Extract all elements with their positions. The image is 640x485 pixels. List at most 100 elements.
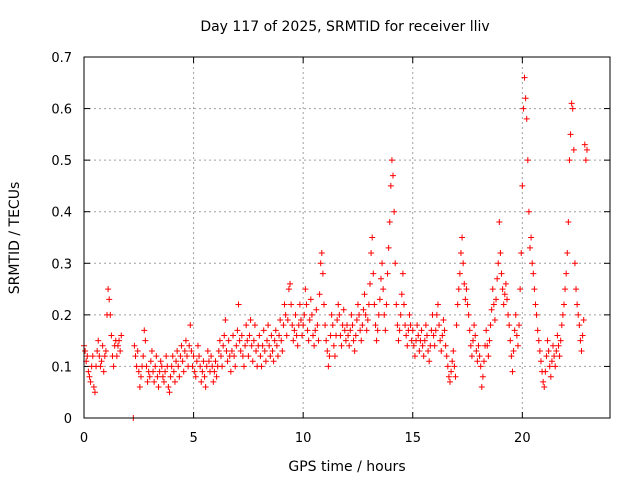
data-point xyxy=(362,311,369,318)
data-point xyxy=(325,363,332,370)
data-point xyxy=(390,172,397,179)
data-point xyxy=(445,373,452,380)
data-point xyxy=(382,327,389,334)
data-point xyxy=(212,358,219,365)
data-point xyxy=(187,322,194,329)
y-tick-label: 0.1 xyxy=(51,360,72,375)
data-point xyxy=(250,337,257,344)
data-point xyxy=(404,342,411,349)
data-point xyxy=(316,291,323,298)
data-point xyxy=(399,270,406,277)
data-point xyxy=(501,291,508,298)
data-point xyxy=(350,337,357,344)
data-point xyxy=(372,322,379,329)
data-point xyxy=(322,322,329,329)
data-point xyxy=(272,327,279,334)
data-point xyxy=(555,342,562,349)
data-point xyxy=(507,337,514,344)
data-point xyxy=(338,342,345,349)
data-point xyxy=(219,363,226,370)
data-point xyxy=(302,286,309,293)
data-point xyxy=(162,368,169,375)
data-point xyxy=(505,311,512,318)
data-point xyxy=(330,342,337,349)
data-point xyxy=(146,373,153,380)
data-point xyxy=(537,358,544,365)
plot-frame xyxy=(83,56,611,419)
data-point xyxy=(259,342,266,349)
data-point xyxy=(422,322,429,329)
data-point xyxy=(518,249,525,256)
data-point xyxy=(536,347,543,354)
data-point xyxy=(514,342,521,349)
data-point xyxy=(201,373,208,380)
data-point xyxy=(497,249,504,256)
data-point xyxy=(208,353,215,360)
data-point xyxy=(329,322,336,329)
data-point xyxy=(102,347,109,354)
data-point xyxy=(106,296,113,303)
data-point xyxy=(361,291,368,298)
data-point xyxy=(565,219,572,226)
data-point xyxy=(419,342,426,349)
data-point xyxy=(313,306,320,313)
data-point xyxy=(203,363,210,370)
data-point xyxy=(395,337,402,344)
data-point xyxy=(231,353,238,360)
data-point xyxy=(410,342,417,349)
data-point xyxy=(266,342,273,349)
data-point xyxy=(393,301,400,308)
data-point xyxy=(237,347,244,354)
data-point xyxy=(499,286,506,293)
data-point xyxy=(443,353,450,360)
data-point xyxy=(246,332,253,339)
data-point xyxy=(472,332,479,339)
data-point xyxy=(304,327,311,334)
data-point xyxy=(442,342,449,349)
data-point xyxy=(131,342,138,349)
data-point xyxy=(240,363,247,370)
data-point xyxy=(387,182,394,189)
data-point xyxy=(148,347,155,354)
x-tick-label: 10 xyxy=(295,431,312,446)
y-axis-label: SRMTID / TECUs xyxy=(7,182,23,295)
data-point xyxy=(142,337,149,344)
data-point xyxy=(524,157,531,164)
data-point xyxy=(264,337,271,344)
data-point xyxy=(392,260,399,267)
data-point xyxy=(248,342,255,349)
data-point xyxy=(176,373,183,380)
data-point xyxy=(114,342,121,349)
data-point xyxy=(502,280,509,287)
data-point xyxy=(369,234,376,241)
data-point xyxy=(110,363,117,370)
data-point xyxy=(530,270,537,277)
data-point xyxy=(234,327,241,334)
data-point xyxy=(511,327,518,334)
data-point xyxy=(267,353,274,360)
data-point xyxy=(215,347,222,354)
data-point xyxy=(307,296,314,303)
data-point xyxy=(158,363,165,370)
data-point xyxy=(377,275,384,282)
data-point xyxy=(289,322,296,329)
data-point xyxy=(155,384,162,391)
data-point xyxy=(437,337,444,344)
data-point xyxy=(326,353,333,360)
data-point xyxy=(282,311,289,318)
data-point xyxy=(82,347,89,354)
data-point xyxy=(242,342,249,349)
data-point xyxy=(217,353,224,360)
data-point xyxy=(582,157,589,164)
data-point xyxy=(101,353,108,360)
data-point xyxy=(379,260,386,267)
x-tick-label: 5 xyxy=(189,431,197,446)
data-point xyxy=(562,286,569,293)
data-point xyxy=(400,301,407,308)
data-point xyxy=(105,286,112,293)
data-point xyxy=(156,368,163,375)
data-point xyxy=(532,301,539,308)
data-point xyxy=(191,368,198,375)
data-point xyxy=(243,322,250,329)
data-point xyxy=(420,353,427,360)
